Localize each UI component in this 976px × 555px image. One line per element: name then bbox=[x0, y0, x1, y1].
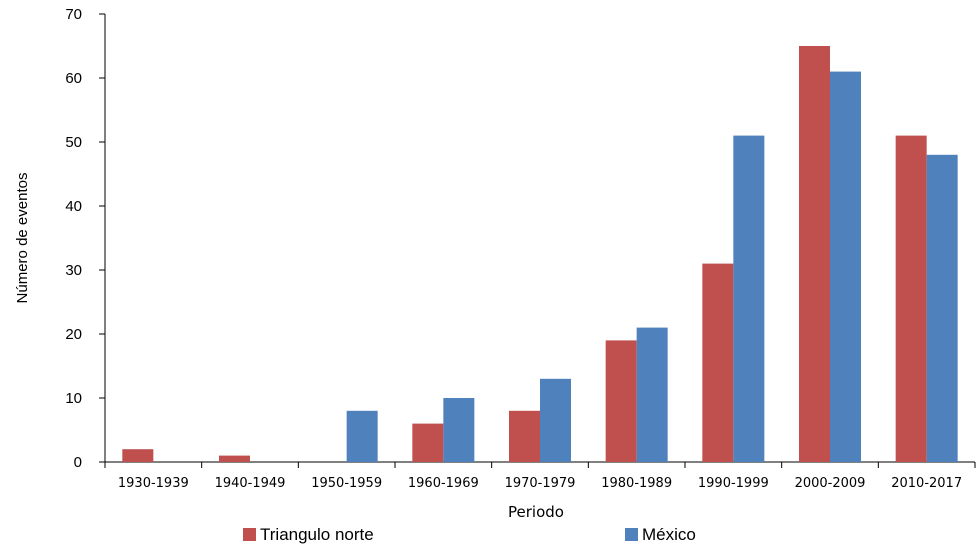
x-tick-label: 1970-1979 bbox=[505, 476, 576, 491]
legend-label: México bbox=[642, 525, 696, 544]
bar-mexico bbox=[830, 71, 861, 462]
y-tick-label: 30 bbox=[65, 262, 82, 279]
bar-triangulo-norte bbox=[895, 135, 927, 462]
bar-mexico bbox=[636, 327, 668, 462]
y-axis: 0 10 20 30 40 50 60 70 bbox=[65, 6, 106, 471]
x-axis-title: Periodo bbox=[508, 503, 564, 521]
x-tick-label: 1980-1989 bbox=[601, 476, 672, 491]
bar-mexico bbox=[443, 398, 475, 462]
bar-triangulo-norte bbox=[702, 263, 734, 462]
x-tick-label: 1950-1959 bbox=[311, 476, 382, 491]
x-tick-label: 2010-2017 bbox=[891, 476, 962, 491]
bars bbox=[122, 46, 958, 463]
y-tick-label: 60 bbox=[65, 70, 82, 87]
x-tick-label: 2000-2009 bbox=[795, 476, 866, 491]
y-tick-label: 70 bbox=[65, 6, 82, 23]
legend-swatch bbox=[243, 528, 256, 541]
legend-swatch bbox=[625, 528, 638, 541]
bar-mexico bbox=[540, 378, 571, 462]
x-tick-label: 1990-1999 bbox=[698, 476, 769, 491]
bar-triangulo-norte bbox=[799, 46, 830, 462]
bar-triangulo-norte bbox=[605, 340, 637, 462]
bar-triangulo-norte bbox=[122, 449, 154, 462]
bar-mexico bbox=[926, 154, 958, 463]
bar-triangulo-norte bbox=[219, 455, 250, 462]
y-tick-label: 20 bbox=[65, 326, 82, 343]
bar-triangulo-norte bbox=[412, 423, 444, 462]
y-tick-label: 10 bbox=[65, 390, 82, 407]
bar-mexico bbox=[346, 410, 378, 462]
bar-mexico bbox=[733, 135, 765, 462]
legend-label: Triangulo norte bbox=[260, 525, 374, 544]
y-tick-label: 40 bbox=[65, 198, 82, 215]
x-axis: 1930-1939 1940-1949 1950-1959 1960-1969 1970… bbox=[104, 461, 976, 491]
legend: Triangulo norte México bbox=[243, 525, 696, 544]
y-tick-label: 50 bbox=[65, 134, 82, 151]
x-tick-label: 1960-1969 bbox=[408, 476, 479, 491]
y-tick-label: 0 bbox=[74, 454, 82, 471]
x-tick-label: 1930-1939 bbox=[118, 476, 189, 491]
bar-triangulo-norte bbox=[509, 410, 540, 462]
y-axis-title: Número de eventos bbox=[14, 173, 31, 304]
x-tick-label: 1940-1949 bbox=[215, 476, 286, 491]
